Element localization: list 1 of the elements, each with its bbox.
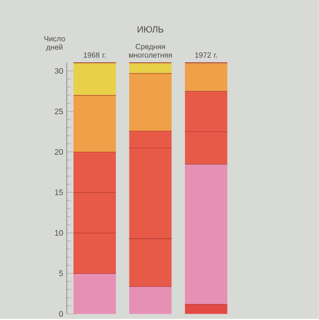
chart-title: ИЮЛЬ [138,26,164,33]
